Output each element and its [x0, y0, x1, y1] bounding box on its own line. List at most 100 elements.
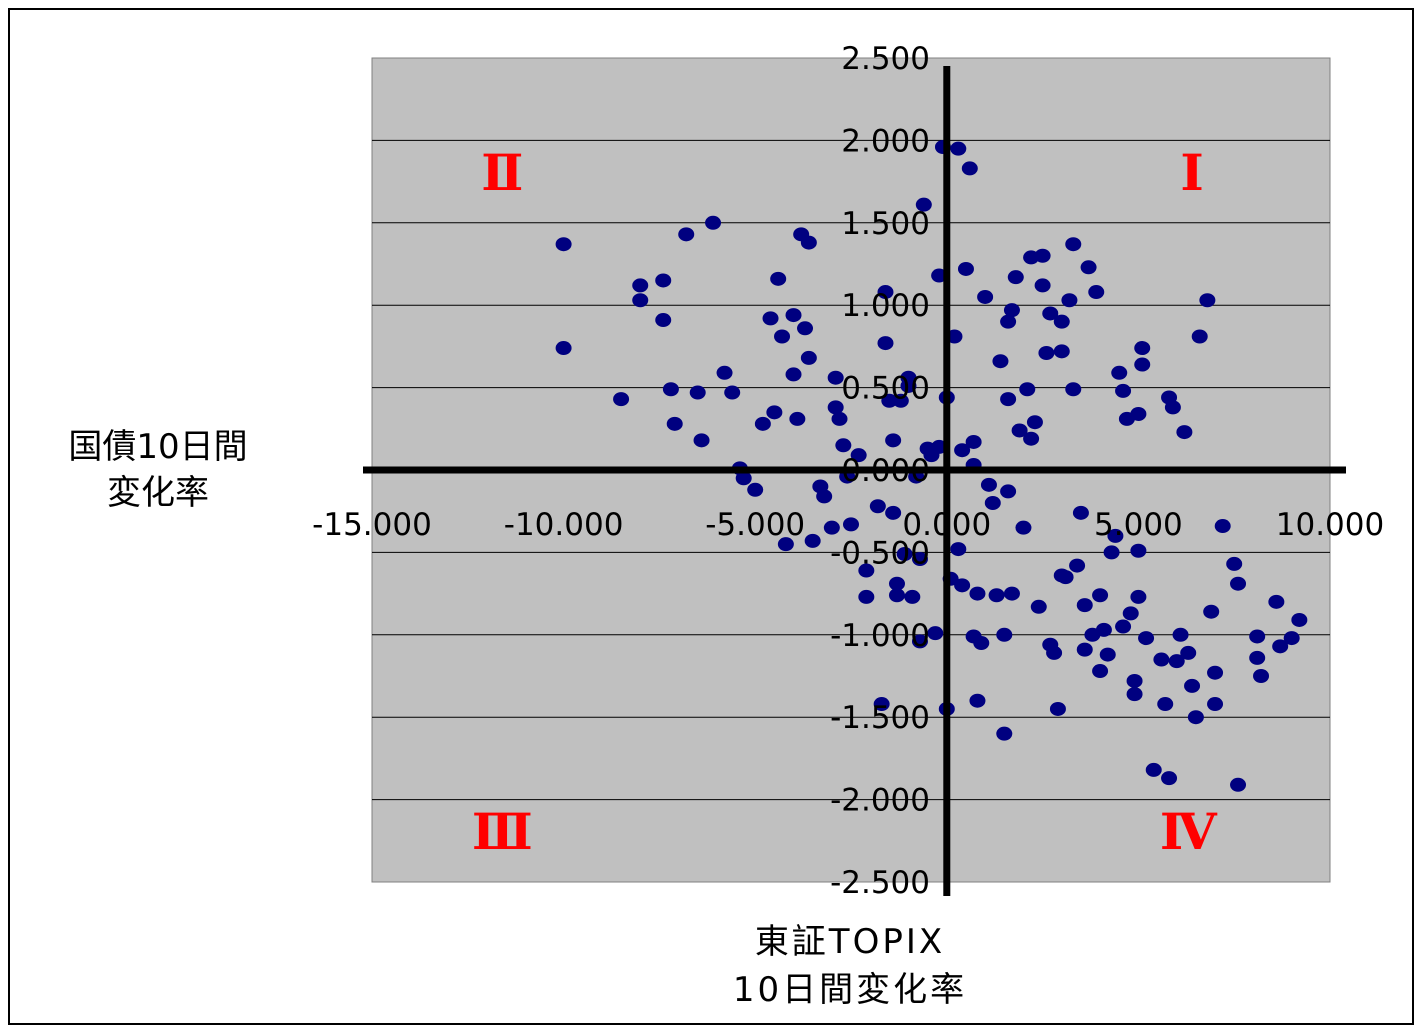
data-point	[1092, 588, 1109, 603]
data-point	[1095, 622, 1112, 637]
data-point	[1130, 543, 1147, 558]
data-point	[973, 636, 990, 651]
y-tick-label: 2.500	[841, 41, 930, 77]
data-point	[954, 443, 971, 458]
data-point	[1088, 285, 1105, 300]
data-point	[1153, 652, 1170, 667]
y-tick-label: -2.000	[830, 783, 930, 819]
data-point	[1111, 365, 1128, 380]
x-tick-label: -10.000	[504, 507, 624, 543]
data-point	[735, 471, 752, 486]
data-point	[1230, 576, 1247, 591]
data-point	[1172, 627, 1189, 642]
data-point	[1115, 383, 1132, 398]
y-tick-label: -1.500	[830, 700, 930, 736]
data-point	[988, 588, 1005, 603]
data-point	[747, 482, 764, 497]
data-point	[888, 588, 905, 603]
data-point	[1030, 599, 1047, 614]
quadrant-label: Ⅳ	[1160, 802, 1218, 861]
y-tick-label: 0.500	[841, 371, 930, 407]
data-point	[1130, 406, 1147, 421]
y-axis-title-line-1: 国債10日間	[68, 427, 248, 467]
data-point	[1080, 260, 1097, 275]
data-point	[996, 726, 1013, 741]
data-point	[1184, 678, 1201, 693]
data-point	[969, 586, 986, 601]
data-point	[816, 489, 833, 504]
data-point	[1130, 589, 1147, 604]
data-point	[1157, 697, 1174, 712]
data-points	[555, 139, 1308, 792]
data-point	[774, 329, 791, 344]
data-point	[1076, 598, 1093, 613]
quadrant-labels: Ⅰ Ⅱ Ⅲ Ⅳ	[472, 143, 1218, 861]
data-point	[655, 313, 672, 328]
data-point	[1207, 665, 1224, 680]
data-point	[984, 495, 1001, 510]
data-point	[666, 416, 683, 431]
data-point	[954, 578, 971, 593]
data-point	[1191, 329, 1208, 344]
data-point	[931, 439, 948, 454]
data-point	[1057, 570, 1074, 585]
data-point	[1000, 314, 1017, 329]
x-tick-label: -5.000	[705, 507, 805, 543]
data-point	[1180, 645, 1197, 660]
data-point	[980, 477, 997, 492]
data-point	[1272, 639, 1289, 654]
data-point	[1164, 400, 1181, 415]
data-point	[904, 589, 921, 604]
data-point	[1034, 248, 1051, 263]
data-point	[1023, 431, 1040, 446]
x-tick-labels: -15.000 -10.000 -5.000 0.000 5.000 10.000	[312, 507, 1384, 543]
data-point	[957, 261, 974, 276]
data-point	[770, 271, 787, 286]
data-point	[831, 411, 848, 426]
y-axis-title: 国債10日間 変化率	[38, 424, 278, 516]
data-point	[1000, 392, 1017, 407]
quadrant-label: Ⅲ	[472, 802, 533, 861]
data-point	[1283, 631, 1300, 646]
data-point	[946, 329, 963, 344]
data-point	[950, 542, 967, 557]
data-point	[632, 278, 649, 293]
data-point	[1076, 642, 1093, 657]
data-point	[1007, 270, 1024, 285]
data-point	[1122, 606, 1139, 621]
data-point	[1291, 612, 1308, 627]
data-point	[693, 433, 710, 448]
data-point	[1072, 505, 1089, 520]
data-point	[961, 161, 978, 176]
data-point	[835, 438, 852, 453]
data-point	[900, 378, 917, 393]
data-point	[885, 433, 902, 448]
data-point	[655, 273, 672, 288]
y-tick-label: 1.000	[841, 288, 930, 324]
data-point	[931, 268, 948, 283]
data-point	[1226, 556, 1243, 571]
data-point	[724, 385, 741, 400]
data-point	[1187, 710, 1204, 725]
data-point	[1049, 701, 1066, 716]
data-point	[797, 321, 814, 336]
data-point	[977, 289, 994, 304]
data-point	[1003, 586, 1020, 601]
data-point	[1053, 344, 1070, 359]
x-axis-title-line-1: 東証TOPIX	[754, 922, 946, 962]
data-point	[877, 336, 894, 351]
data-point	[678, 227, 695, 242]
data-point	[858, 589, 875, 604]
data-point	[1034, 278, 1051, 293]
data-point	[892, 393, 909, 408]
data-point	[1145, 762, 1162, 777]
data-point	[789, 411, 806, 426]
x-axis-title-line-2: 10日間変化率	[732, 970, 968, 1010]
data-point	[632, 293, 649, 308]
data-point	[1230, 777, 1247, 792]
data-point	[1176, 425, 1193, 440]
data-point	[827, 400, 844, 415]
x-tick-label: 0.000	[902, 507, 991, 543]
data-point	[1249, 629, 1266, 644]
